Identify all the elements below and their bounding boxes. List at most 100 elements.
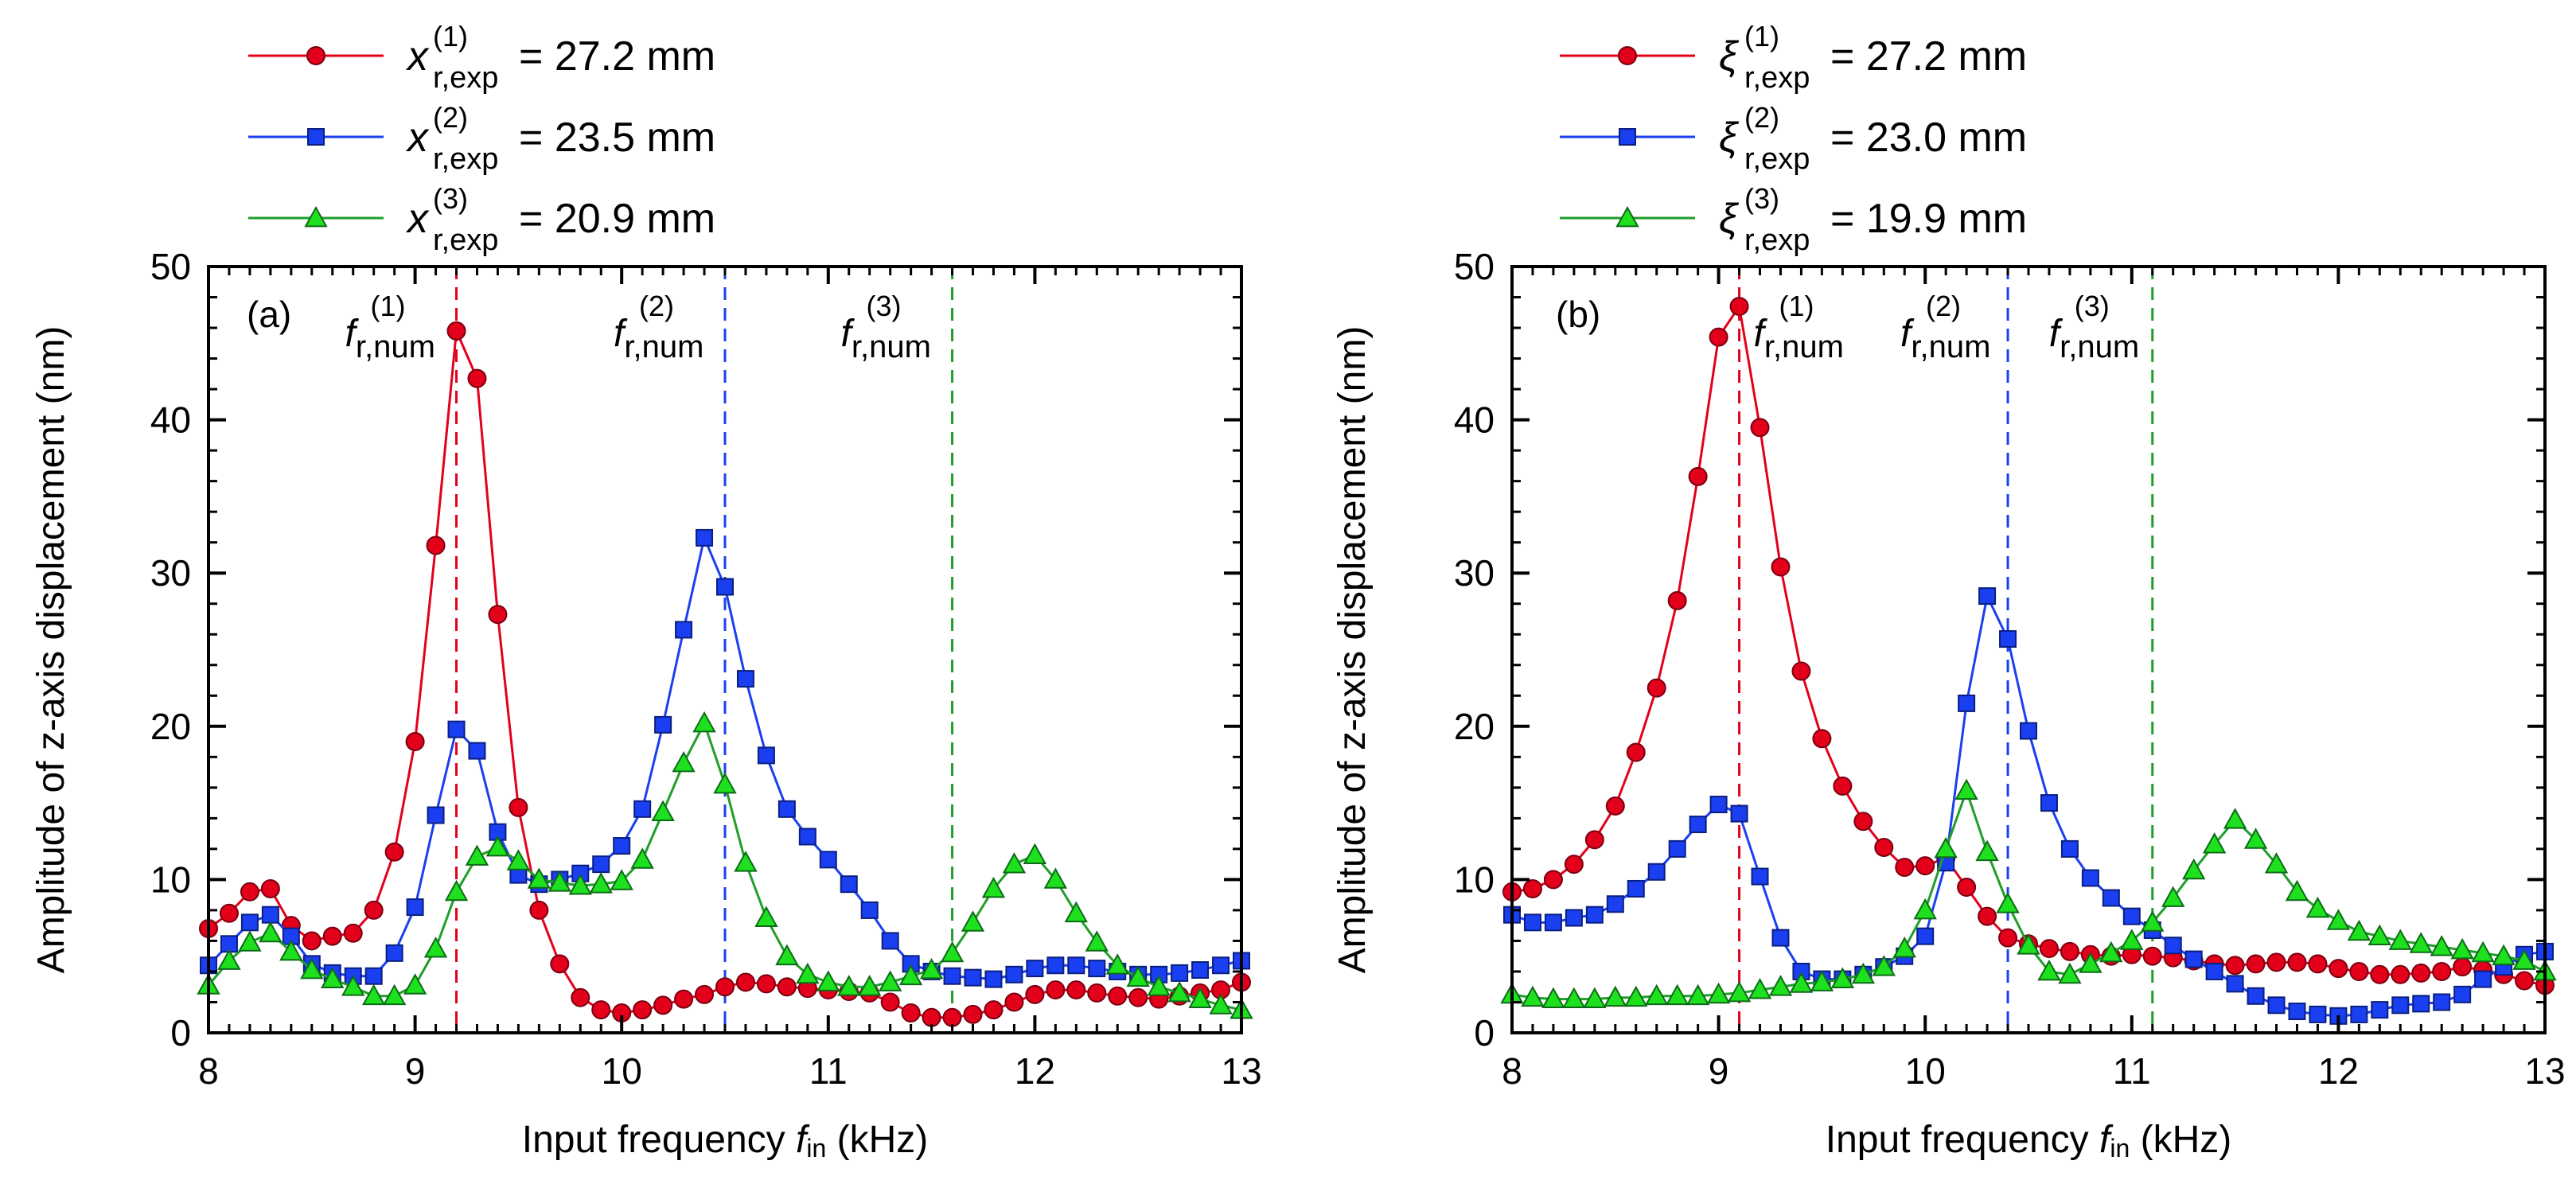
data-point-3 [2099,941,2123,963]
data-point-1 [1771,557,1791,577]
data-point-3 [651,800,675,822]
legend-marker [1618,46,1637,65]
data-point-3 [2326,909,2351,930]
data-point-3 [382,983,407,1006]
data-point-1 [405,732,425,752]
data-point-1 [1066,980,1086,1000]
data-point-2 [261,906,279,924]
x-axis-label-space [2130,1119,2140,1161]
y-tick-label: 50 [150,246,191,287]
data-point-1 [1791,661,1811,681]
legend-sub: r,exp [1744,61,1810,95]
data-point-1 [322,926,342,946]
data-point-2 [819,851,837,869]
data-point-3 [692,711,716,733]
data-point-2 [1088,960,1106,978]
y-tick-label: 50 [1454,246,1495,287]
data-point-3 [238,930,262,952]
data-point-1 [2329,959,2348,979]
data-point-1 [653,995,673,1015]
data-point-3 [2037,959,2061,981]
data-point-2 [777,800,796,818]
resonance-label-2: fr,num [614,313,703,364]
data-point-1 [1874,837,1894,857]
data-point-1 [343,923,363,943]
data-point-2 [654,715,672,734]
data-point-1 [240,882,259,902]
data-point-2 [1565,909,1583,927]
data-point-2 [1978,587,1997,606]
data-point-1 [1108,986,1128,1006]
data-point-1 [1833,776,1853,796]
panel-label: (a) [247,294,291,335]
data-point-1 [2060,941,2079,961]
x-axis-label-sub: in [806,1134,826,1163]
data-point-2 [1606,895,1624,913]
x-axis-label-text: Input frequency [522,1119,785,1161]
data-point-3 [217,948,241,970]
data-point-2 [1523,913,1541,932]
data-point-2 [696,528,714,547]
data-point-2 [2474,970,2492,988]
x-tick-label: 8 [1502,1050,1522,1092]
data-point-1 [2515,971,2535,991]
data-point-3 [1624,985,1648,1007]
data-point-3 [423,937,448,958]
data-point-3 [279,939,303,961]
data-point-3 [1645,983,1669,1006]
data-point-1 [1025,984,1045,1004]
data-point-3 [754,906,778,927]
data-point-3 [1934,836,1958,859]
data-point-2 [798,828,816,846]
x-axis-label-sub: in [2110,1134,2130,1163]
data-point-2 [1709,796,1728,814]
data-point-1 [2039,939,2059,959]
resonance-label-sup-3: (3) [2075,290,2110,322]
data-point-2 [1647,863,1666,881]
x-tick-label: 13 [2524,1050,2565,1092]
data-point-3 [2450,937,2474,960]
data-point-2 [2226,975,2244,993]
legend-symbol: x [405,196,430,242]
data-point-3 [858,975,882,996]
y-tick-label: 10 [1454,859,1495,900]
data-point-2 [1067,956,1085,975]
data-point-3 [961,910,985,932]
data-point-3 [1830,967,1855,988]
resonance-label-sup-2: (2) [639,290,674,322]
data-point-3 [1604,985,1627,1007]
resonance-label-3: fr,num [2049,313,2139,364]
data-point-1 [2391,964,2410,984]
legend-entry-2: ξ r,exp (2) = 23.0 mm [1560,101,2027,176]
x-tick-label: 8 [198,1050,219,1092]
data-point-2 [757,746,775,765]
resonance-label-sub: r,num [2060,329,2139,364]
y-tick-label: 10 [150,859,191,900]
x-axis-label-text: Input frequency [1826,1119,2089,1161]
resonance-label-sub: r,num [1764,329,1844,364]
data-point-2 [2412,995,2430,1013]
data-point-3 [796,962,820,984]
data-point-2 [840,875,858,894]
data-point-3 [1147,975,1171,996]
data-point-1 [1750,418,1770,438]
data-point-1 [901,1003,921,1022]
data-point-1 [2246,954,2266,974]
data-point-1 [2432,961,2452,981]
data-point-1 [260,878,280,898]
data-point-1 [633,1000,653,1020]
data-point-2 [675,621,693,639]
data-point-2 [2350,1005,2368,1023]
data-point-3 [1810,970,1834,991]
legend-entry-3: x r,exp (3) = 20.9 mm [248,182,715,257]
x-tick-label: 11 [809,1050,848,1092]
legend-entry-2: x r,exp (2) = 23.5 mm [248,101,715,176]
data-point-3 [816,970,840,991]
data-point-3 [403,973,427,995]
data-point-3 [361,983,386,1006]
data-point-3 [919,957,944,980]
data-point-1 [2411,963,2431,983]
data-point-2 [984,970,1003,988]
data-point-3 [2202,832,2227,854]
